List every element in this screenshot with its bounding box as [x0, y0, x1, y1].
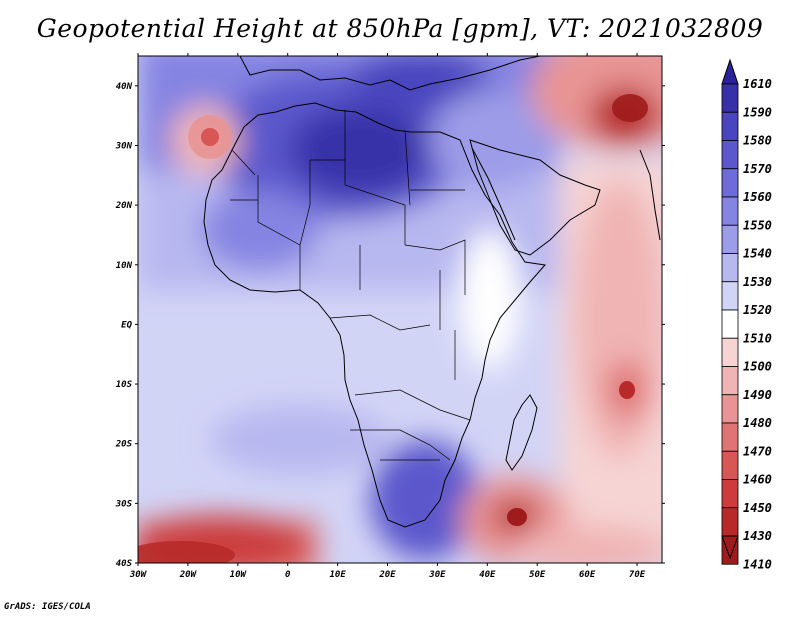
colorbar-swatch [721, 309, 739, 339]
colorbar-arrow-bottom [721, 535, 739, 560]
lon-label: 10W [230, 570, 248, 580]
colorbar-swatch [721, 337, 739, 367]
latitude-axis: 40N 30N 20N 10N EQ 10S 20S 30S 40S [115, 82, 665, 569]
lon-label: 70E [629, 570, 646, 580]
lat-label: 30S [115, 499, 133, 509]
colorbar-label: 1470 [743, 444, 772, 458]
height-field [138, 56, 662, 563]
colorbar-swatch [721, 140, 739, 170]
colorbar-label: 1490 [743, 388, 772, 402]
colorbar-swatch [721, 111, 739, 141]
lat-label: 40S [116, 559, 133, 569]
colorbar-swatch [721, 507, 739, 537]
lon-label: 30E [428, 570, 446, 580]
lat-label: EQ [121, 320, 132, 330]
colorbar-swatch [721, 422, 739, 452]
colorbar-swatch [721, 224, 739, 254]
colorbar-swatch [721, 168, 739, 198]
grads-credit: GrADS: IGES/COLA [4, 602, 91, 612]
plot-frame [137, 55, 663, 564]
colorbar-arrow-top [721, 58, 739, 85]
colorbar-swatch [721, 196, 739, 226]
colorbar-label: 1550 [743, 218, 772, 232]
colorbar-label: 1510 [743, 331, 772, 345]
colorbar-label: 1410 [743, 557, 772, 571]
colorbar-label: 1540 [743, 247, 772, 261]
lon-label: 10E [329, 570, 346, 580]
colorbar-swatch [721, 253, 739, 283]
lon-label: 20W [179, 570, 198, 580]
colorbar-swatch [721, 281, 739, 311]
map-title: Geopotential Height at 850hPa [gpm], VT:… [36, 14, 764, 43]
lon-label: 40E [479, 570, 496, 580]
country-borders [230, 110, 471, 461]
lon-label: 0 [285, 570, 291, 580]
colorbar-swatch [721, 450, 739, 480]
lat-label: 20S [115, 440, 133, 450]
colorbar-label: 1500 [743, 360, 772, 374]
colorbar-swatch [721, 394, 739, 424]
colorbar: 1610 1590 1580 1570 1560 1550 1540 1530 1520 1510… [721, 58, 772, 571]
colorbar-label: 1590 [743, 105, 772, 119]
colorbar-swatch [721, 479, 739, 509]
lon-label: 20E [378, 570, 396, 580]
colorbar-label: 1450 [743, 501, 772, 515]
arabia-coastline [469, 139, 601, 256]
colorbar-label: 1530 [743, 275, 772, 289]
lat-label: 40N [116, 82, 133, 92]
colorbar-label: 1580 [743, 134, 772, 148]
colorbar-label: 1430 [743, 529, 772, 543]
lat-label: 30N [115, 141, 133, 151]
lon-label: 30W [129, 570, 148, 580]
colorbar-label: 1570 [743, 162, 772, 176]
colorbar-swatch [721, 83, 739, 113]
colorbar-label: 1610 [743, 77, 772, 91]
red-sea [471, 147, 516, 241]
lat-label: 10N [116, 261, 133, 271]
lon-label: 60E [579, 570, 596, 580]
europe-coastline [239, 56, 541, 91]
madagascar-coastline [505, 394, 538, 471]
lat-label: 20N [115, 201, 133, 211]
colorbar-label: 1560 [743, 190, 772, 204]
longitude-axis: 30W 20W 10W 0 10E 20E 30E 40E 50E 60E 70E [129, 53, 646, 580]
lon-label: 50E [529, 570, 546, 580]
colorbar-label: 1480 [743, 416, 772, 430]
colorbar-label: 1460 [743, 473, 772, 487]
india-coastline [639, 149, 661, 241]
lat-label: 10S [116, 380, 133, 390]
colorbar-swatch [721, 366, 739, 396]
colorbar-label: 1520 [743, 303, 772, 317]
